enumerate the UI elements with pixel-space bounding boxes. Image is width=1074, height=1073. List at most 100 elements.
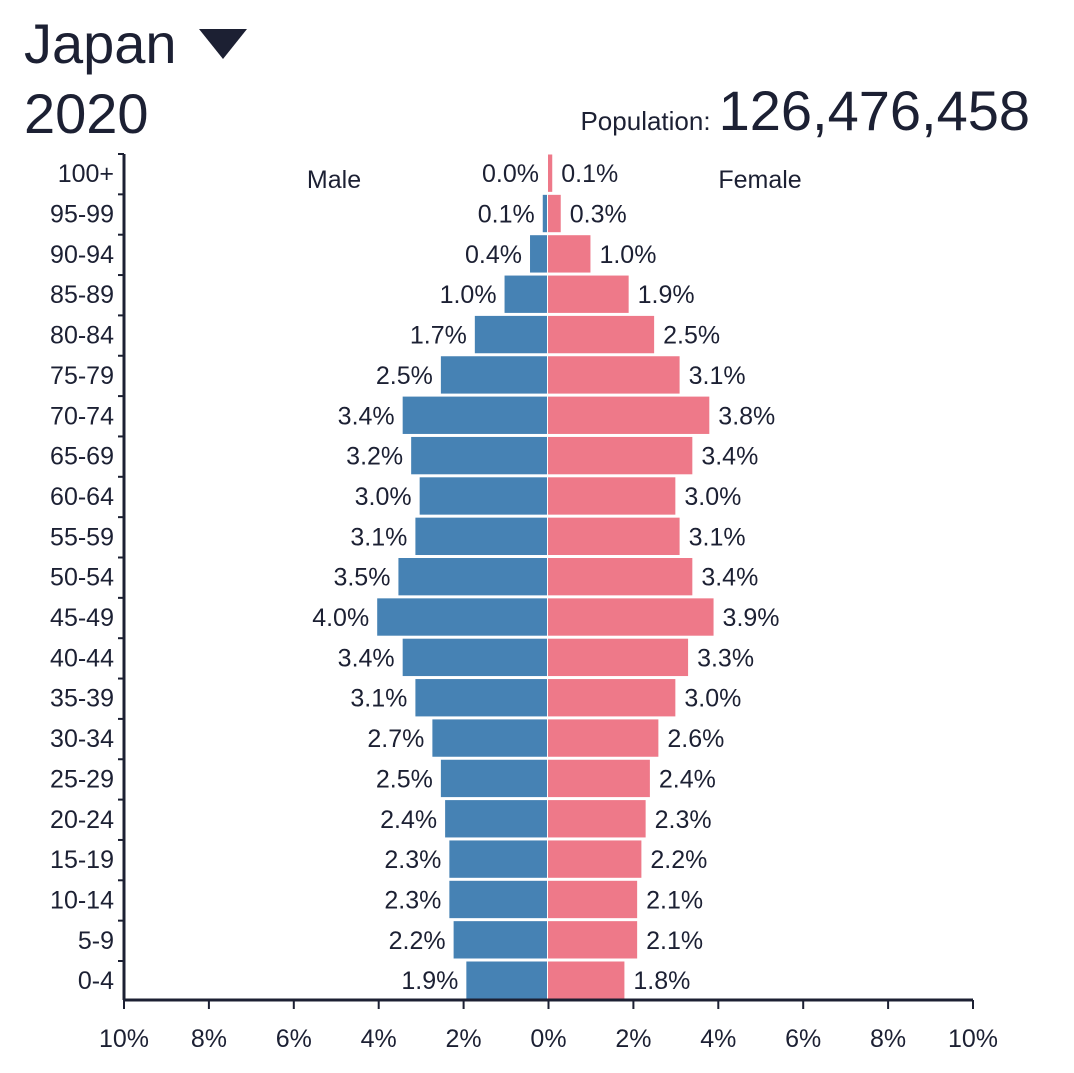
male-bar-0-4 — [466, 961, 547, 999]
male-bar-5-9 — [453, 921, 547, 959]
male-bar-60-64 — [419, 477, 547, 515]
age-group-label: 65-69 — [50, 443, 114, 471]
female-value-label: 3.3% — [697, 644, 754, 672]
female-bar-65-69 — [548, 436, 693, 475]
female-bar-60-64 — [548, 477, 676, 515]
age-group-label: 95-99 — [50, 201, 114, 229]
female-bar-15-19 — [548, 840, 642, 878]
male-legend-label: Male — [307, 166, 361, 194]
male-value-label: 2.2% — [389, 927, 446, 955]
male-bar-55-59 — [415, 517, 547, 555]
female-value-label: 2.3% — [655, 806, 712, 834]
x-tick-label: 2% — [615, 1025, 651, 1053]
age-group-label: 35-39 — [50, 685, 114, 713]
female-bar-100+ — [548, 154, 553, 192]
female-value-label: 2.5% — [663, 322, 720, 350]
male-bar-90-94 — [530, 235, 547, 273]
x-tick-label: 2% — [446, 1025, 482, 1053]
female-bar-80-84 — [548, 315, 655, 354]
male-value-label: 1.9% — [401, 967, 458, 995]
female-bar-45-49 — [548, 598, 714, 636]
age-group-label: 90-94 — [50, 241, 114, 269]
male-bar-35-39 — [415, 679, 547, 717]
age-group-label: 5-9 — [78, 927, 114, 955]
male-value-label: 3.4% — [338, 402, 395, 430]
age-group-label: 70-74 — [50, 402, 114, 430]
age-group-label: 0-4 — [78, 967, 114, 995]
male-bar-95-99 — [542, 194, 547, 233]
female-bar-20-24 — [548, 800, 646, 838]
female-value-label: 2.1% — [646, 886, 703, 914]
male-bar-50-54 — [398, 558, 547, 596]
male-bar-85-89 — [504, 275, 547, 313]
x-tick-label: 6% — [785, 1025, 821, 1053]
female-value-label: 1.8% — [633, 967, 690, 995]
female-value-label: 3.0% — [684, 483, 741, 511]
age-group-label: 75-79 — [50, 362, 114, 390]
male-bar-65-69 — [411, 436, 547, 475]
female-bar-70-74 — [548, 396, 710, 434]
population-readout: Population: 126,476,458 — [580, 78, 1030, 143]
female-bar-25-29 — [548, 759, 650, 798]
male-value-label: 3.1% — [350, 523, 407, 551]
female-bar-5-9 — [548, 921, 638, 959]
x-tick-label: 10% — [948, 1025, 998, 1053]
female-bar-85-89 — [548, 275, 629, 313]
x-tick-label: 4% — [700, 1025, 736, 1053]
female-value-label: 3.8% — [718, 402, 775, 430]
age-group-label: 40-44 — [50, 644, 114, 672]
age-group-label: 50-54 — [50, 564, 114, 592]
female-bar-35-39 — [548, 679, 676, 717]
female-value-label: 2.1% — [646, 927, 703, 955]
age-group-label: 15-19 — [50, 846, 114, 874]
male-bar-25-29 — [440, 759, 547, 798]
female-value-label: 3.4% — [701, 443, 758, 471]
age-group-label: 10-14 — [50, 886, 114, 914]
female-value-label: 3.0% — [684, 685, 741, 713]
male-value-label: 4.0% — [312, 604, 369, 632]
male-value-label: 2.5% — [376, 362, 433, 390]
male-value-label: 2.5% — [376, 765, 433, 793]
male-bar-20-24 — [445, 800, 547, 838]
female-value-label: 2.4% — [659, 765, 716, 793]
female-bar-10-14 — [548, 880, 638, 919]
male-value-label: 1.0% — [440, 281, 497, 309]
x-tick-label: 8% — [870, 1025, 906, 1053]
male-value-label: 0.4% — [465, 241, 522, 269]
female-legend-label: Female — [718, 166, 801, 194]
male-value-label: 0.1% — [478, 201, 535, 229]
x-tick-label: 10% — [99, 1025, 149, 1053]
female-value-label: 1.0% — [599, 241, 656, 269]
age-group-label: 100+ — [58, 160, 114, 188]
dropdown-caret-icon[interactable] — [198, 29, 247, 59]
female-value-label: 2.2% — [650, 846, 707, 874]
age-group-label: 25-29 — [50, 765, 114, 793]
age-group-label: 45-49 — [50, 604, 114, 632]
male-value-label: 2.7% — [367, 725, 424, 753]
female-bar-50-54 — [548, 558, 693, 596]
population-label: Population: — [580, 106, 711, 136]
female-value-label: 3.4% — [701, 564, 758, 592]
male-value-label: 0.0% — [482, 160, 539, 188]
male-bar-80-84 — [474, 315, 547, 354]
country-selector[interactable]: Japan — [24, 10, 247, 78]
male-value-label: 3.5% — [333, 564, 390, 592]
population-value: 126,476,458 — [718, 79, 1030, 142]
male-bar-75-79 — [440, 356, 547, 394]
x-tick-label: 6% — [276, 1025, 312, 1053]
x-tick-label: 4% — [361, 1025, 397, 1053]
female-bar-30-34 — [548, 719, 659, 757]
female-value-label: 0.3% — [570, 201, 627, 229]
age-group-label: 55-59 — [50, 523, 114, 551]
male-bar-40-44 — [402, 638, 547, 677]
male-value-label: 1.7% — [410, 322, 467, 350]
x-tick-label: 8% — [191, 1025, 227, 1053]
female-bar-75-79 — [548, 356, 680, 394]
year-label: 2020 — [24, 82, 149, 145]
male-bar-10-14 — [449, 880, 547, 919]
male-bar-45-49 — [377, 598, 547, 636]
age-group-label: 85-89 — [50, 281, 114, 309]
male-value-label: 2.4% — [380, 806, 437, 834]
male-value-label: 3.4% — [338, 644, 395, 672]
